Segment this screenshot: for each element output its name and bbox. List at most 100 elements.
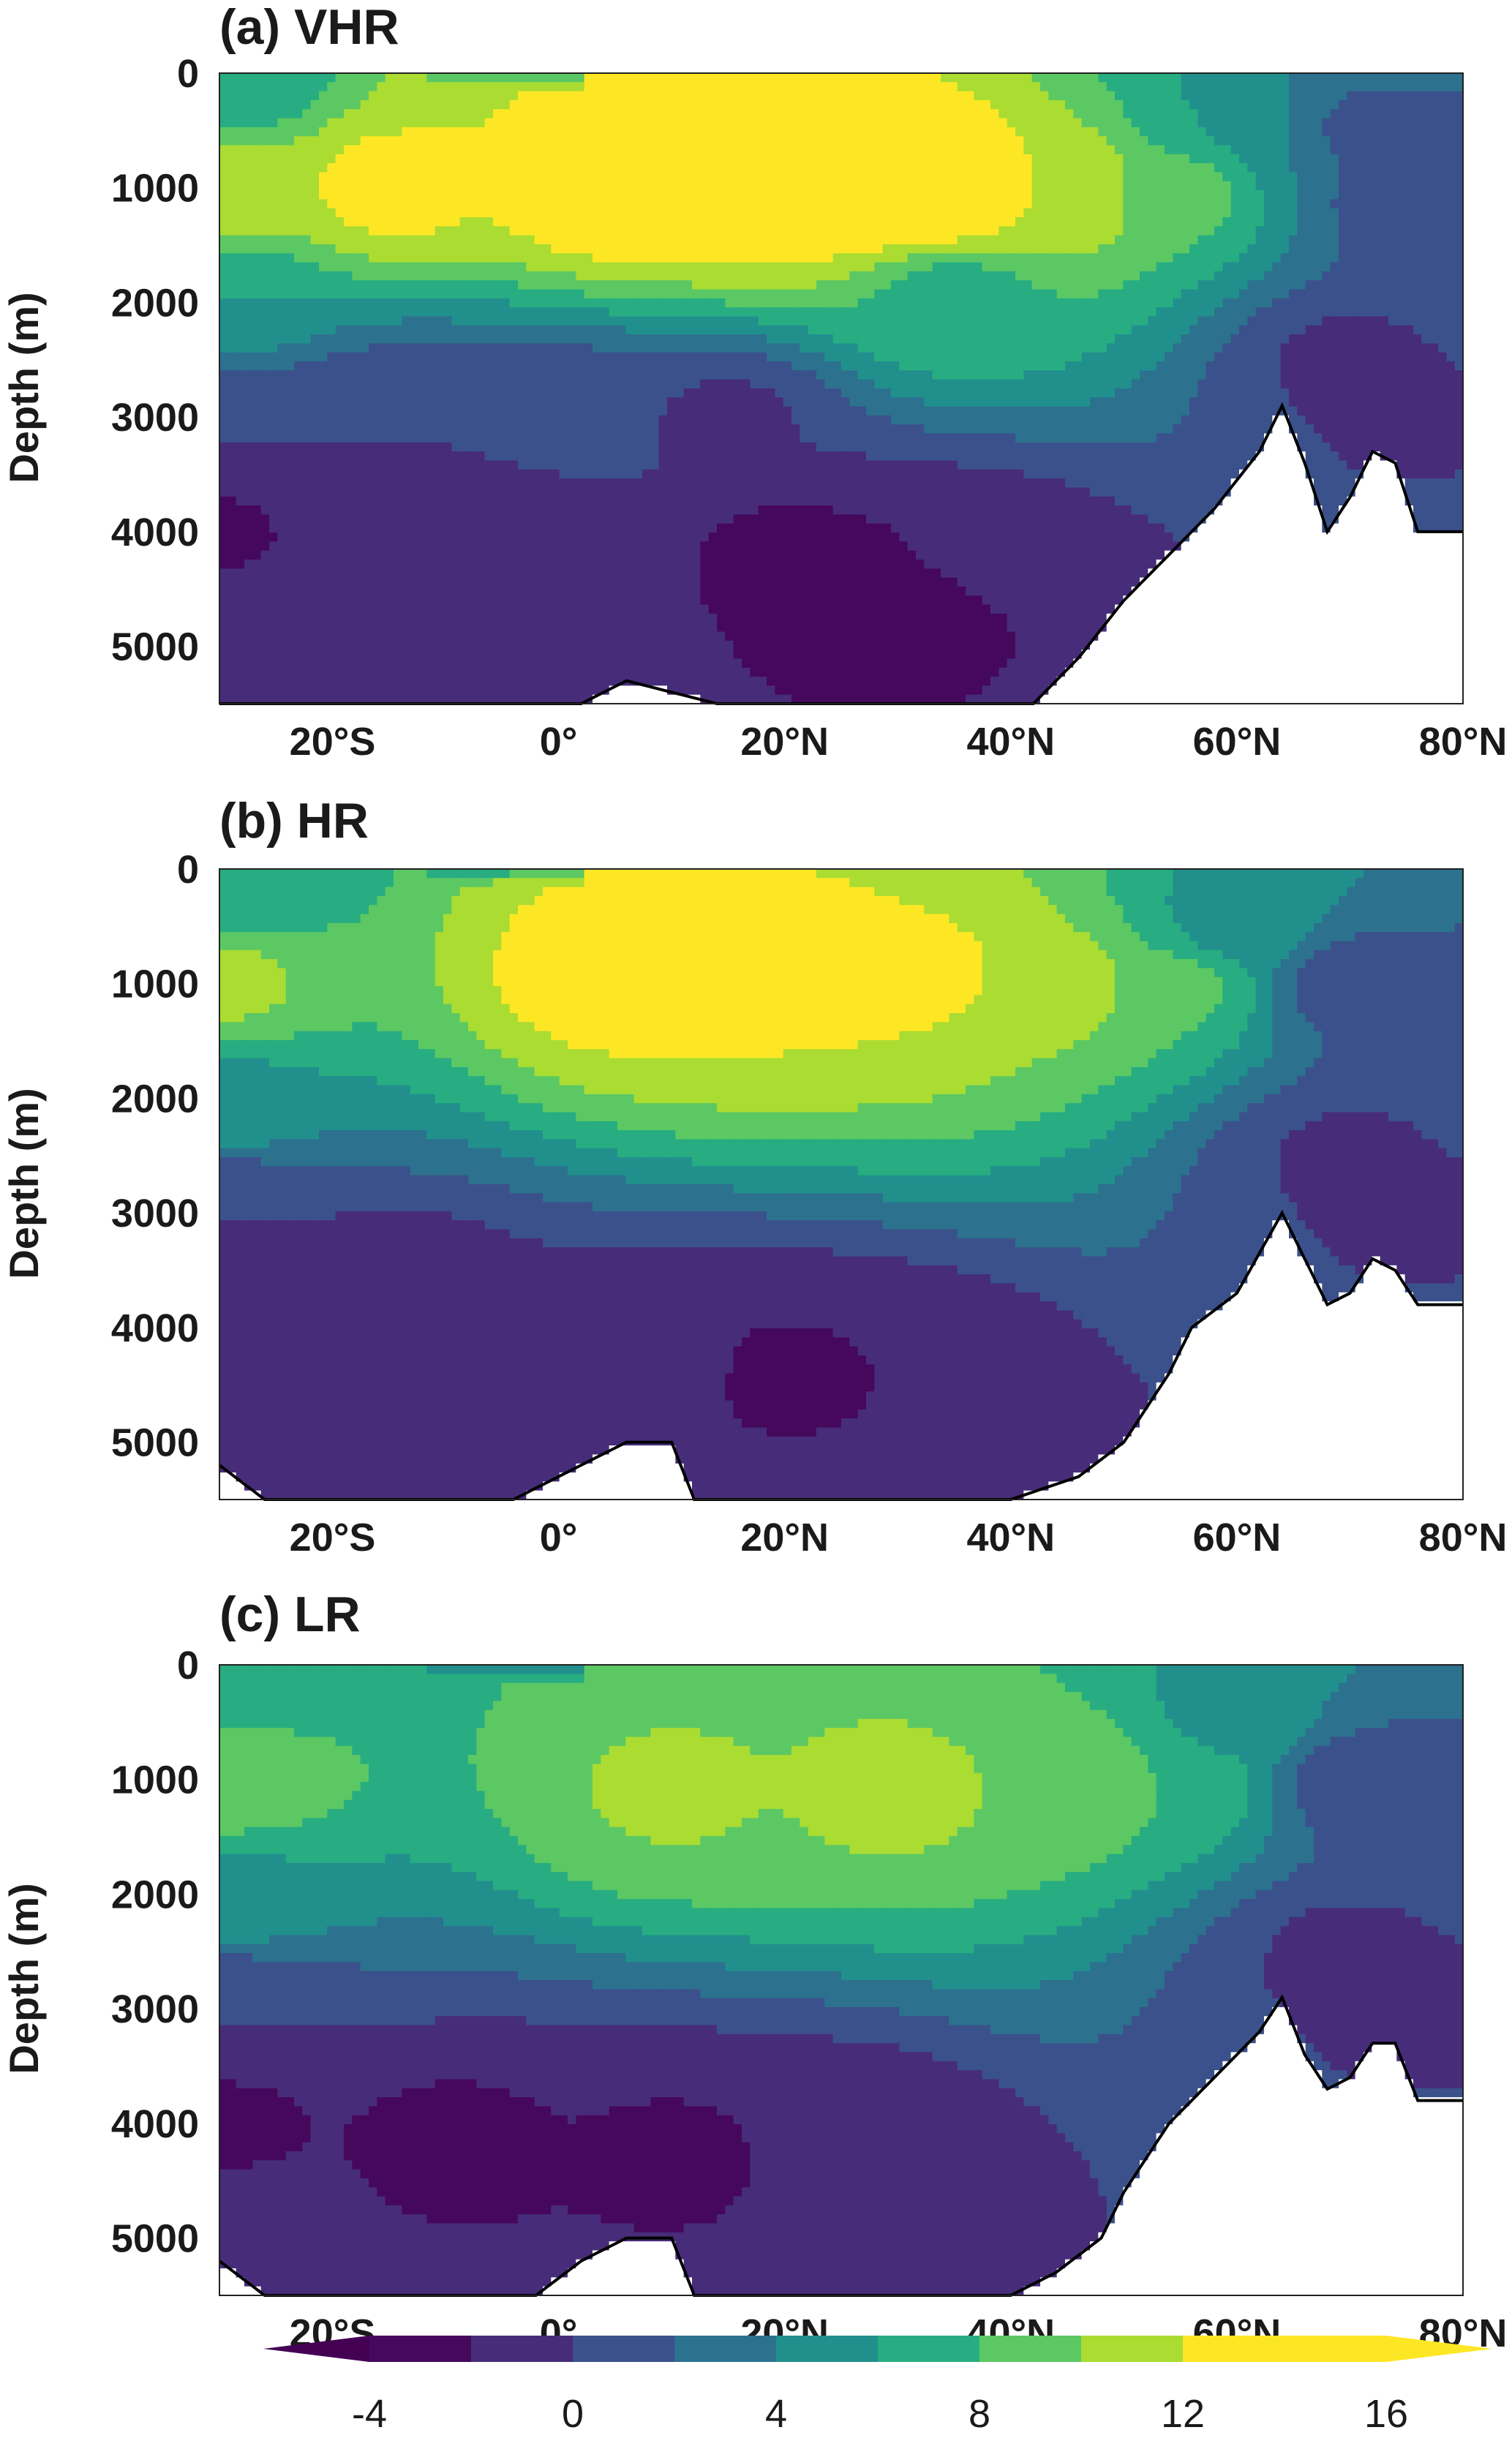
- field-cell: [252, 415, 262, 425]
- field-cell: [418, 199, 427, 209]
- field-cell: [285, 244, 295, 254]
- field-cell: [675, 685, 685, 696]
- field-cell: [435, 91, 444, 101]
- field-cell: [244, 280, 253, 290]
- field-cell: [294, 533, 303, 542]
- field-cell: [335, 505, 345, 515]
- field-cell: [443, 235, 452, 245]
- field-cell: [725, 181, 734, 191]
- field-cell: [708, 307, 718, 317]
- field-cell: [683, 442, 693, 452]
- field-cell: [335, 640, 345, 650]
- field-cell: [468, 271, 477, 281]
- field-cell: [369, 415, 377, 425]
- field-cell: [236, 388, 245, 398]
- field-cell: [418, 604, 427, 614]
- field-cell: [526, 352, 535, 362]
- field-cell: [352, 298, 361, 308]
- field-cell: [344, 622, 353, 633]
- field-cell: [385, 469, 394, 479]
- field-cell: [568, 190, 576, 200]
- field-cell: [476, 451, 486, 462]
- field-cell: [642, 298, 651, 308]
- field-cell: [675, 694, 685, 704]
- field-cell: [335, 262, 345, 272]
- field-cell: [443, 586, 452, 596]
- field-cell: [319, 307, 328, 317]
- field-cell: [717, 352, 726, 362]
- field-cell: [476, 568, 486, 579]
- field-cell: [435, 640, 444, 650]
- field-cell: [584, 370, 593, 380]
- field-cell: [410, 307, 419, 317]
- field-cell: [708, 667, 718, 677]
- field-cell: [501, 217, 511, 227]
- field-cell: [236, 469, 245, 479]
- field-cell: [518, 145, 527, 155]
- field-cell: [758, 550, 767, 560]
- field-cell: [783, 533, 792, 542]
- field-cell: [526, 109, 535, 119]
- field-cell: [360, 604, 369, 614]
- field-cell: [418, 136, 427, 146]
- field-cell: [426, 163, 436, 173]
- field-cell: [426, 343, 436, 353]
- field-cell: [733, 145, 742, 155]
- field-cell: [252, 298, 262, 308]
- field-cell: [758, 433, 767, 443]
- field-cell: [667, 397, 676, 407]
- field-cell: [476, 379, 486, 389]
- field-cell: [244, 640, 253, 650]
- field-cell: [435, 163, 444, 173]
- field-cell: [484, 685, 494, 696]
- field-cell: [294, 577, 303, 587]
- field-cell: [252, 307, 262, 317]
- field-cell: [302, 388, 312, 398]
- field-cell: [733, 307, 742, 317]
- field-cell: [717, 136, 726, 146]
- field-cell: [683, 370, 693, 380]
- field-cell: [277, 550, 287, 560]
- field-cell: [667, 325, 676, 335]
- field-cell: [377, 226, 386, 236]
- field-cell: [443, 685, 452, 696]
- field-cell: [758, 541, 767, 552]
- field-cell: [435, 595, 444, 606]
- field-cell: [369, 289, 377, 299]
- field-cell: [625, 361, 635, 371]
- field-cell: [451, 109, 461, 119]
- field-cell: [625, 388, 635, 398]
- field-cell: [584, 145, 593, 155]
- field-cell: [319, 406, 328, 416]
- field-cell: [227, 541, 237, 552]
- field-cell: [285, 127, 295, 137]
- field-cell: [426, 622, 436, 633]
- field-cell: [476, 631, 486, 642]
- field-cell: [344, 442, 353, 452]
- field-cell: [277, 244, 287, 254]
- field-cell: [377, 451, 386, 462]
- field-cell: [576, 650, 585, 660]
- field-cell: [808, 226, 817, 236]
- field-cell: [335, 586, 345, 596]
- field-cell: [377, 469, 386, 479]
- field-cell: [476, 406, 486, 416]
- field-cell: [285, 154, 295, 164]
- field-cell: [294, 343, 303, 353]
- field-cell: [410, 631, 419, 642]
- field-cell: [725, 280, 734, 290]
- field-cell: [244, 334, 253, 345]
- field-cell: [426, 226, 436, 236]
- field-cell: [459, 433, 469, 443]
- field-cell: [675, 613, 685, 623]
- field-cell: [609, 280, 618, 290]
- field-cell: [269, 145, 278, 155]
- field-cell: [625, 298, 635, 308]
- field-cell: [484, 550, 494, 560]
- field-cell: [344, 154, 353, 164]
- field-cell: [750, 415, 759, 425]
- field-cell: [650, 163, 660, 173]
- field-cell: [543, 208, 552, 218]
- field-cell: [509, 181, 519, 191]
- field-cell: [675, 640, 685, 650]
